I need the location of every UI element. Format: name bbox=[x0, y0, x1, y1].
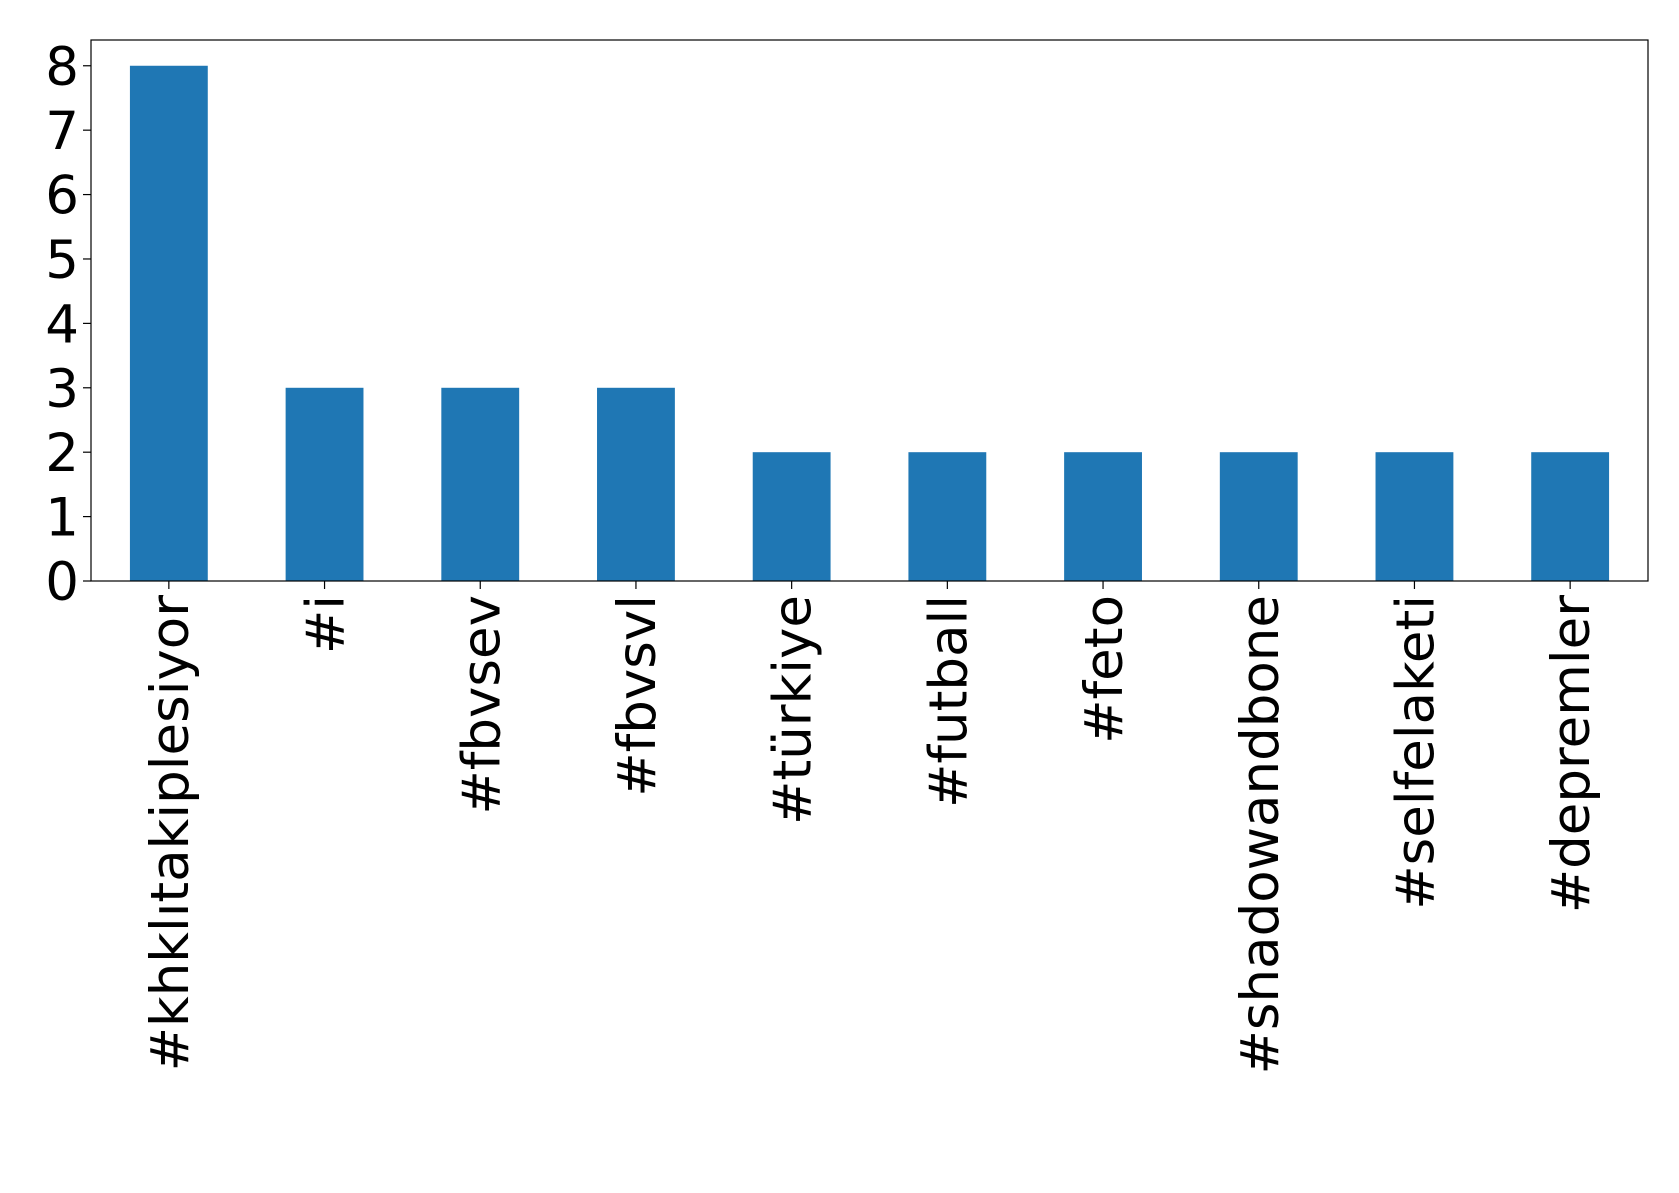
x-tick-label: #khklıtakiplesiyor bbox=[140, 595, 201, 1072]
x-tick-label: #selfelaketi bbox=[1385, 595, 1446, 910]
x-tick-label: #shadowandbone bbox=[1230, 595, 1291, 1074]
x-tick-label: #feto bbox=[1074, 595, 1135, 744]
y-tick-label: 2 bbox=[45, 423, 79, 484]
bar bbox=[1064, 452, 1142, 581]
bar bbox=[1375, 452, 1454, 581]
y-tick-label: 8 bbox=[45, 37, 79, 98]
x-tick-label: #fbvsev bbox=[451, 595, 512, 815]
y-tick-label: 5 bbox=[45, 230, 79, 291]
x-tick-label: #futball bbox=[918, 595, 979, 808]
y-tick-label: 1 bbox=[45, 488, 79, 549]
bar bbox=[1219, 452, 1298, 581]
plot-frame bbox=[90, 39, 1649, 582]
y-tick-label: 6 bbox=[45, 166, 79, 227]
bar bbox=[752, 452, 831, 581]
y-tick-label: 3 bbox=[45, 359, 79, 420]
y-tick-label: 4 bbox=[45, 294, 79, 355]
x-tick-label: #türkiye bbox=[763, 595, 824, 825]
y-tick-label: 0 bbox=[45, 552, 79, 613]
x-tick-label: #i bbox=[296, 595, 357, 654]
bar bbox=[285, 387, 364, 581]
x-tick-label: #fbvsvl bbox=[607, 595, 668, 797]
bar bbox=[129, 65, 208, 581]
bar bbox=[1531, 452, 1610, 581]
bar bbox=[908, 452, 987, 581]
y-tick-label: 7 bbox=[45, 101, 79, 162]
bar bbox=[597, 387, 675, 581]
x-tick-label: #depremler bbox=[1541, 595, 1602, 913]
bar bbox=[441, 387, 520, 581]
